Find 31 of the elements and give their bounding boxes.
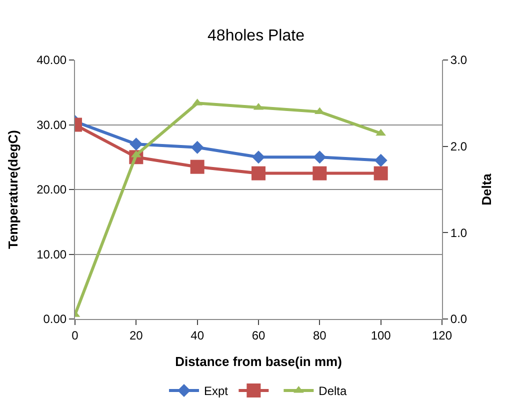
x-tick-label: 120: [432, 328, 452, 342]
x-tick-label: 20: [129, 328, 144, 342]
x-tick-label: 80: [312, 328, 327, 342]
point: [313, 150, 326, 164]
legend-label: Delta: [318, 384, 348, 398]
x-tick-label: 60: [252, 328, 266, 342]
y2-axis-title: Delta: [479, 172, 494, 206]
x-tick-label: 100: [370, 328, 392, 342]
y2-tick-label: 2.0: [450, 140, 468, 154]
y2-tick-label: 1.0: [450, 226, 468, 240]
point: [252, 166, 266, 180]
x-axis-title: Distance from base(in mm): [175, 354, 342, 369]
chart-title: 48holes Plate: [208, 28, 305, 45]
y-axis-title: Temperature(degC): [6, 130, 21, 249]
y-tick-label: 10.00: [36, 247, 67, 262]
point: [374, 154, 388, 167]
point: [190, 140, 204, 154]
x-tick-label: 40: [190, 328, 204, 342]
y-tick-label: 40.00: [36, 53, 67, 68]
y2-tick-label: 3.0: [450, 53, 468, 68]
point: [374, 166, 388, 180]
y-tick-label: 20.00: [36, 182, 67, 197]
point: [190, 160, 204, 174]
y-tick-label: 30.00: [36, 118, 67, 132]
point: [252, 150, 265, 164]
y-tick-label: 0.00: [43, 312, 67, 326]
point: [312, 166, 327, 180]
y2-tick-label: 0.0: [450, 312, 468, 326]
legend-label: Expt: [204, 384, 229, 398]
x-tick-label: 0: [72, 328, 79, 342]
point: [130, 138, 143, 151]
